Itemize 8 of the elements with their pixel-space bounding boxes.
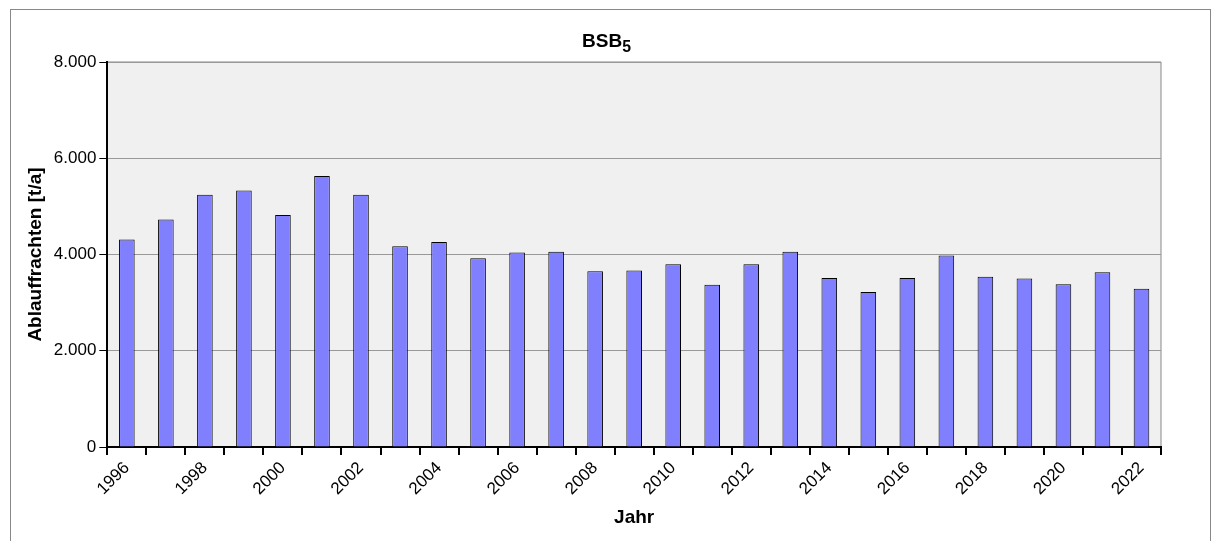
chart-title: BSB$_{5}$ bbox=[582, 30, 631, 55]
y-axis-title: Ablauffrachten [t/a] bbox=[23, 167, 45, 342]
y-tick-label: 6.000 bbox=[53, 147, 97, 167]
y-tick-label: 8.000 bbox=[53, 51, 97, 71]
y-tick-label: 0 bbox=[86, 436, 97, 456]
x-axis-title: Jahr bbox=[614, 505, 655, 527]
y-tick-label: 2.000 bbox=[53, 340, 97, 360]
y-tick-label: 4.000 bbox=[53, 244, 97, 264]
